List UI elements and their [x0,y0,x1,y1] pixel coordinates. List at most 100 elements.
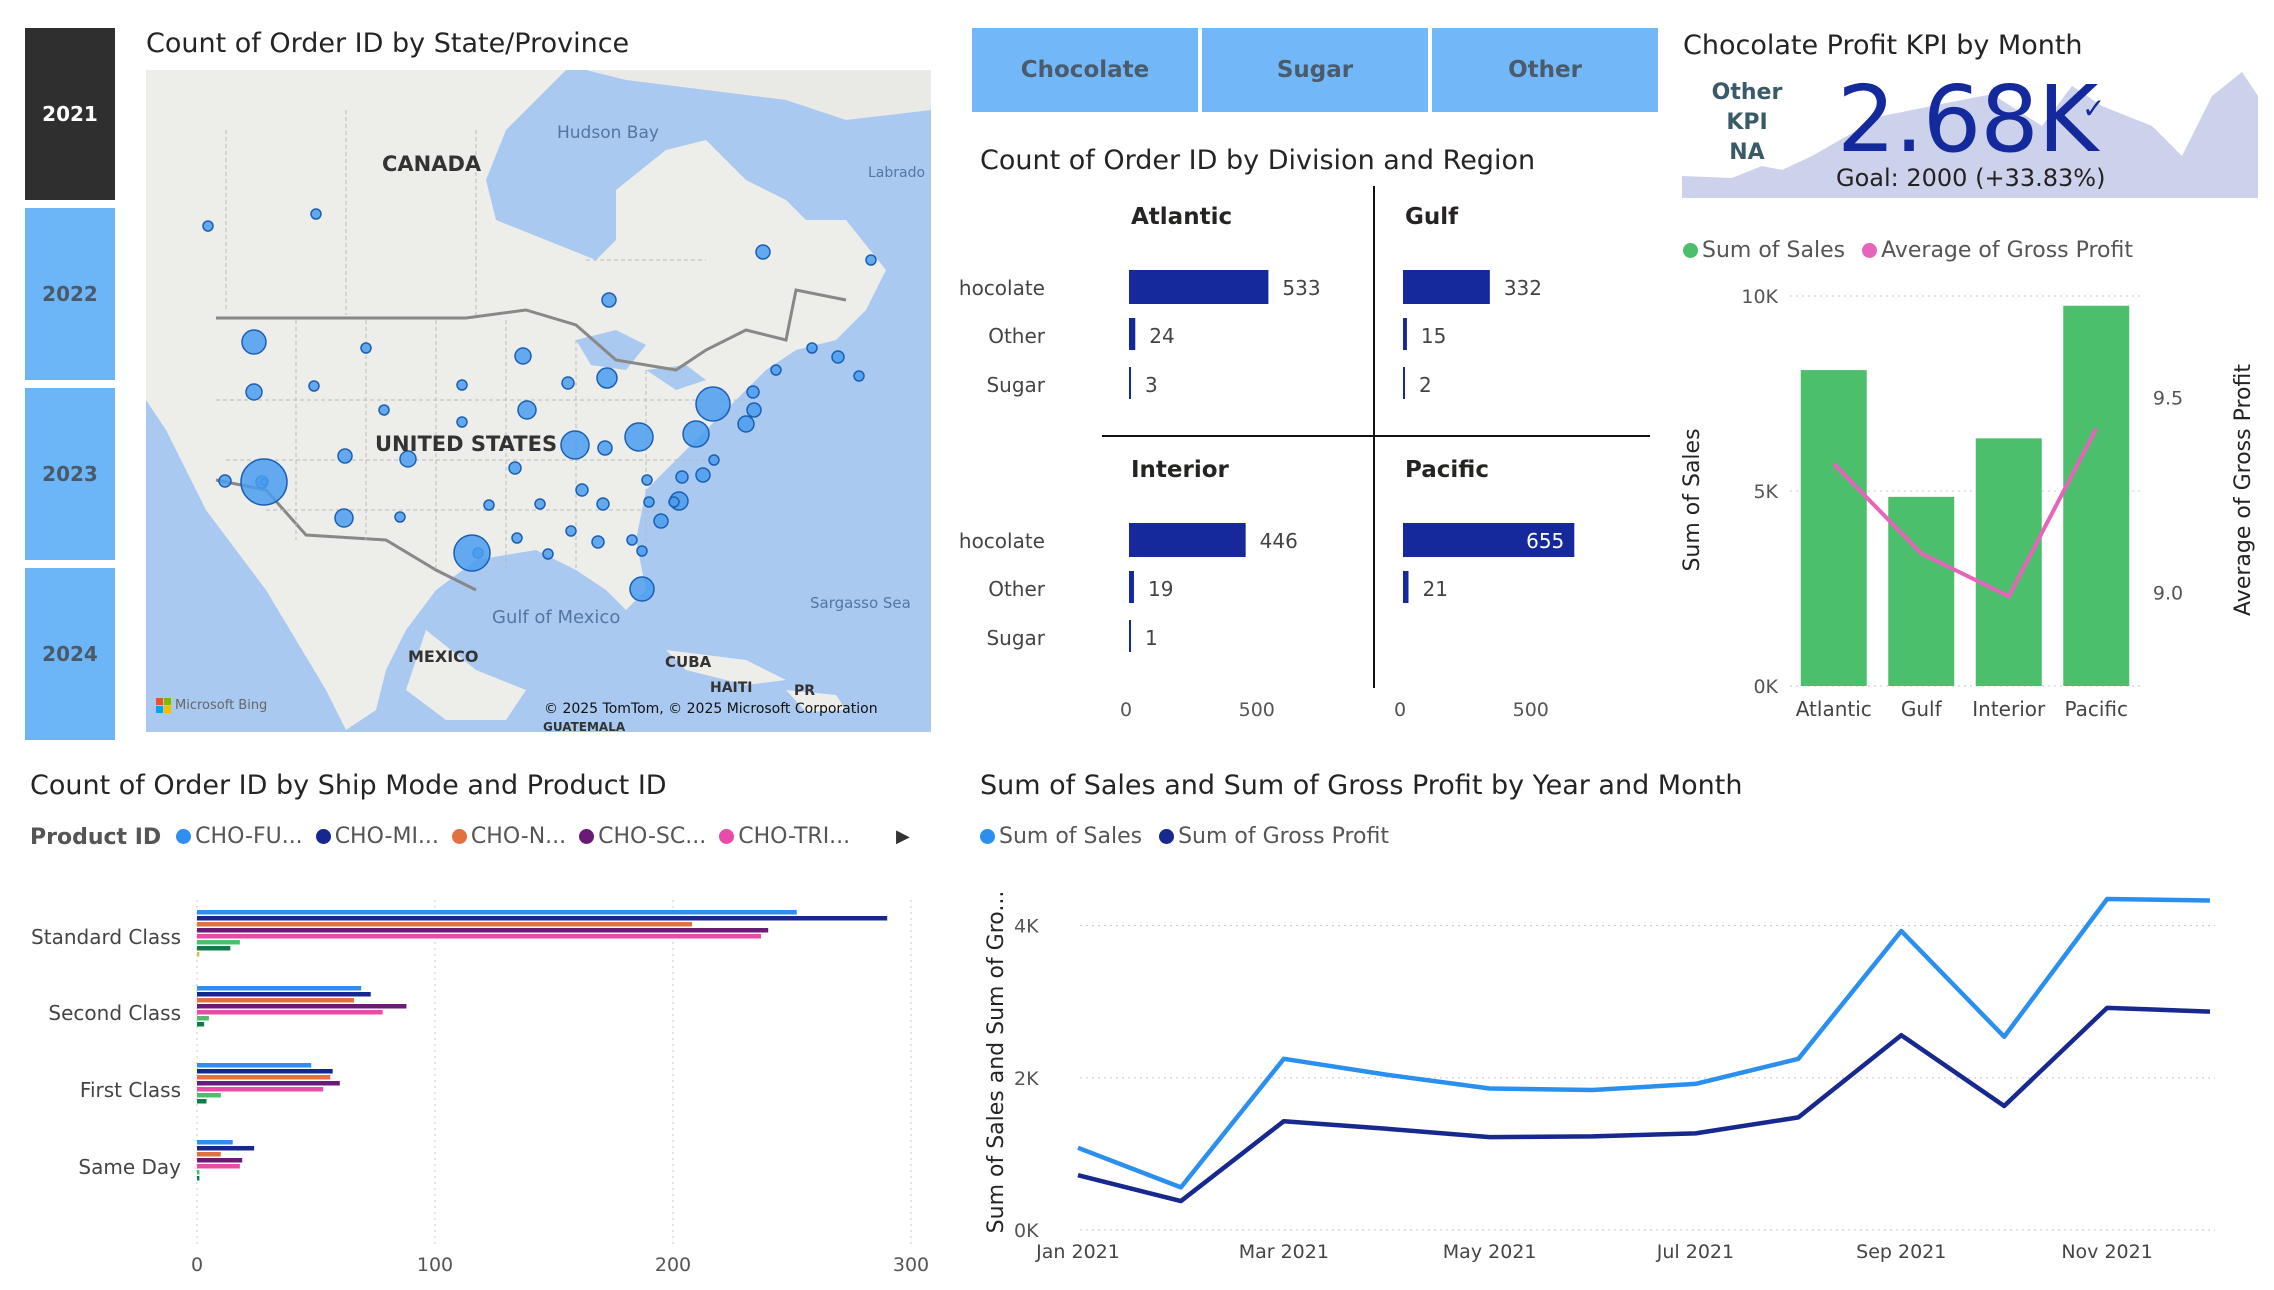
division-value-label: 21 [1422,577,1447,601]
division-row-label: Chocolate [960,529,1045,553]
ship-mode-label: First Class [80,1078,181,1102]
ship-bar [197,1069,333,1074]
legend-dot [1862,243,1878,258]
line-chart-title: Sum of Sales and Sum of Gross Profit by … [980,770,1743,801]
bing-logo-text: Microsoft Bing [175,698,268,713]
legend-label: CHO-N... [470,824,567,849]
ship-bar [197,1010,383,1015]
division-value-label: 655 [1526,529,1564,553]
division-bar [1403,318,1407,350]
legend-label: Average of Gross Profit [1881,238,2133,263]
ship-bar [197,1152,221,1157]
division-bar [1403,367,1405,399]
ship-bar [197,1022,205,1027]
year-2022-button[interactable]: 2022 [25,208,115,380]
kpi-card[interactable]: Other KPI NA 2.68K ✓ Goal: 2000 (+33.83%… [1682,66,2258,198]
combo-y-left-label: Sum of Sales [1680,428,1705,571]
division-bar [1129,571,1134,603]
combo-x-tick: Interior [1972,697,2046,721]
year-2023-button[interactable]: 2023 [25,388,115,560]
map-label-labrador: Labrado [868,165,926,181]
combo-chart[interactable]: Sum of Sales Average of Gross Profit 10K… [1680,270,2270,730]
division-value-label: 1 [1145,626,1158,650]
ship-x-tick: 0 [191,1254,203,1276]
legend-sum-of-sales-line[interactable]: Sum of Sales [980,824,1142,849]
map-title: Count of Order ID by State/Province [146,28,630,59]
year-2021-button[interactable]: 2021 [25,28,115,200]
kpi-check-icon: ✓ [2082,92,2106,125]
ship-legend: Product ID CHO-FU... CHO-MI... CHO-N... … [30,824,860,850]
legend-cho-tri[interactable]: CHO-TRI... [719,824,850,849]
legend-dot [980,829,995,844]
map-label-hudson-bay: Hudson Bay [557,123,659,143]
ship-bar [197,940,240,945]
map-label-mexico: MEXICO [408,647,479,666]
map-label-cuba: CUBA [665,653,712,671]
ship-bar [197,1081,340,1086]
ship-bar [197,1063,312,1068]
ship-bar [197,1093,221,1098]
other-kpi-value: NA [1729,140,1765,165]
combo-x-tick: Gulf [1901,697,1943,721]
division-row-label: Other [988,324,1046,348]
legend-cho-sc[interactable]: CHO-SC... [579,824,706,849]
legend-cho-n[interactable]: CHO-N... [451,824,567,849]
kpi-title: Chocolate Profit KPI by Month [1683,30,2083,61]
division-row-label: Sugar [986,373,1045,397]
legend-dot [1159,829,1175,844]
ship-bar [197,1164,240,1169]
legend-sum-of-gross-profit-line[interactable]: Sum of Gross Profit [1159,824,1389,849]
division-x-tick: 0 [1120,699,1132,720]
ship-x-tick: 200 [655,1254,691,1276]
ship-chart[interactable]: 0 100 200 300 Standard Class Second Class Fir… [20,880,940,1280]
kpi-trend-area [1682,72,2258,198]
legend-dot [451,829,467,844]
legend-dot [176,829,192,844]
ship-bar [197,1087,324,1092]
avg-gross-profit-line [1832,427,2099,599]
legend-dot [579,829,595,844]
category-sugar-button[interactable]: Sugar [1202,28,1428,112]
sum-of-gross-profit-line [1077,1005,2211,1204]
legend-average-gross-profit[interactable]: Average of Gross Profit [1862,238,2133,263]
map-label-haiti: HAITI [710,680,753,696]
legend-label: CHO-FU... [195,824,303,849]
ship-mode-label: Second Class [48,1001,181,1025]
ship-bar [197,986,362,991]
division-chart[interactable]: Atlantic Chocolate 533 Other 24 Sugar 3 Gulf 332… [945,180,1660,721]
division-bar [1129,523,1246,557]
legend-label: Sum of Sales [1702,238,1846,263]
division-bar [1403,571,1409,603]
line-chart-svg: Sum of Sales and Sum of Gro... 4K 2K 0K Ja… [984,891,2215,1263]
division-row-label: Chocolate [960,276,1045,300]
combo-chart-svg: Sum of Sales Average of Gross Profit 10K… [1680,286,2256,721]
ship-bar [197,928,769,933]
division-value-label: 24 [1149,324,1174,348]
ship-x-tick: 100 [417,1254,453,1276]
division-row-label: Sugar [986,626,1045,650]
line-x-tick: May 2021 [1443,1241,1537,1263]
region-title: Atlantic [1131,204,1232,230]
division-x-tick: 500 [1513,699,1549,720]
region-title: Pacific [1405,457,1489,483]
ship-chart-title: Count of Order ID by Ship Mode and Produ… [30,770,667,801]
line-chart[interactable]: Sum of Sales and Sum of Gro... 4K 2K 0K Ja… [970,860,2270,1285]
legend-next-arrow-icon[interactable]: ▶ [896,826,910,847]
ship-bar [197,946,231,951]
map-visual[interactable]: CANADA Hudson Bay Labrado UNITED STATES … [146,70,931,734]
legend-dot [719,829,735,844]
category-chocolate-button[interactable]: Chocolate [972,28,1198,112]
region-title: Interior [1131,457,1230,483]
line-legend: Sum of Sales Sum of Gross Profit [980,824,1399,850]
legend-cho-fu[interactable]: CHO-FU... [176,824,303,849]
region-title: Gulf [1405,204,1459,230]
legend-label: CHO-SC... [598,824,707,849]
line-x-tick: Mar 2021 [1239,1241,1329,1263]
year-2024-button[interactable]: 2024 [25,568,115,740]
sum-of-sales-line [1077,896,2211,1190]
category-other-button[interactable]: Other [1432,28,1658,112]
combo-right-tick: 9.5 [2153,387,2183,409]
legend-sum-of-sales[interactable]: Sum of Sales [1683,238,1845,263]
ship-bar [197,922,693,927]
legend-cho-mi[interactable]: CHO-MI... [315,824,439,849]
